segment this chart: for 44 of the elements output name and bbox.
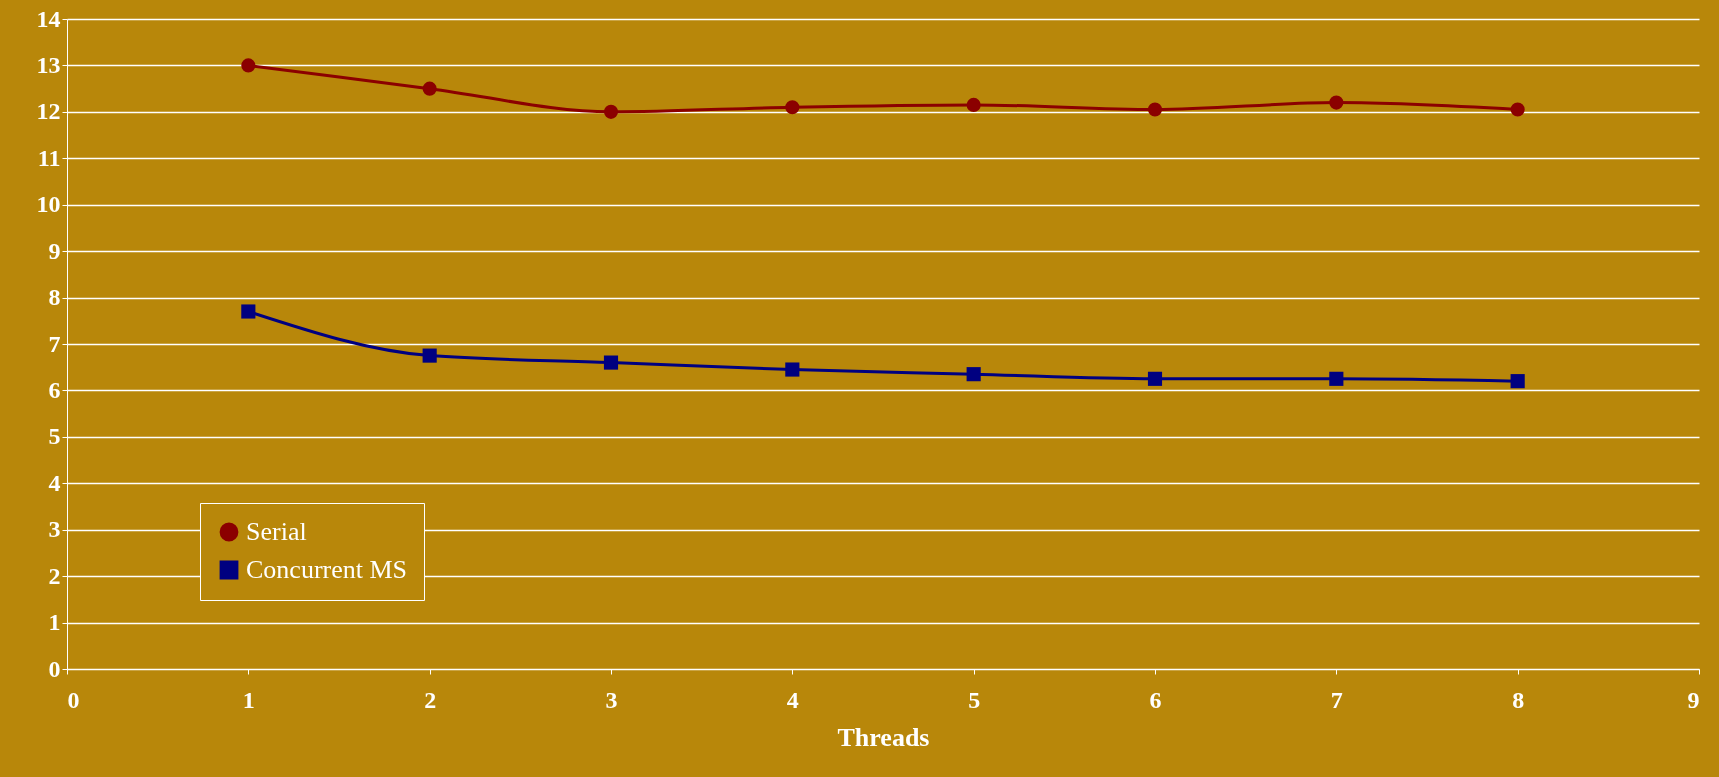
x-axis-title: Threads	[837, 722, 930, 752]
point	[1147, 371, 1163, 386]
x-tick-label: 3	[605, 686, 618, 713]
x-tick-label: 8	[1512, 686, 1525, 713]
point	[1329, 371, 1344, 386]
y-tick-label: 9	[48, 237, 61, 264]
point	[1510, 102, 1525, 117]
y-tick-label: 10	[36, 191, 61, 218]
legend-label: Serial	[246, 517, 307, 546]
x-tick-label: 2	[424, 686, 437, 713]
x-tick-label: 7	[1330, 686, 1343, 713]
point	[422, 81, 437, 96]
y-tick-label: 13	[36, 51, 61, 78]
y-tick-label: 14	[36, 5, 61, 32]
y-tick-label: 4	[48, 469, 61, 496]
y-tick-label: 1	[48, 609, 61, 636]
point	[603, 104, 619, 119]
x-tick-label: 5	[968, 686, 981, 713]
x-tick-label: 9	[1687, 686, 1700, 713]
y-tick-label: 3	[48, 516, 61, 543]
point	[603, 355, 619, 370]
x-tick-label: 1	[242, 686, 255, 713]
y-tick-label: 7	[48, 330, 61, 357]
point	[966, 97, 981, 112]
point	[785, 362, 800, 377]
legend-label: Concurrent MS	[246, 555, 408, 584]
point	[241, 58, 256, 73]
point	[241, 304, 256, 319]
x-tick-label: 4	[786, 686, 799, 713]
point	[1510, 374, 1525, 389]
y-tick-label: 2	[48, 562, 61, 589]
point	[1329, 95, 1344, 110]
y-tick-label: 5	[48, 423, 61, 450]
y-tick-label: 12	[36, 98, 61, 125]
x-tick-label: 0	[67, 686, 80, 713]
y-tick-label: 11	[37, 144, 61, 171]
point	[966, 367, 981, 382]
y-tick-label: 8	[48, 284, 61, 311]
y-tick-label: 0	[48, 655, 61, 682]
x-tick-label: 6	[1149, 686, 1162, 713]
y-tick-label: 6	[48, 376, 61, 403]
point	[785, 100, 800, 115]
point	[422, 348, 437, 363]
point	[1147, 102, 1163, 117]
